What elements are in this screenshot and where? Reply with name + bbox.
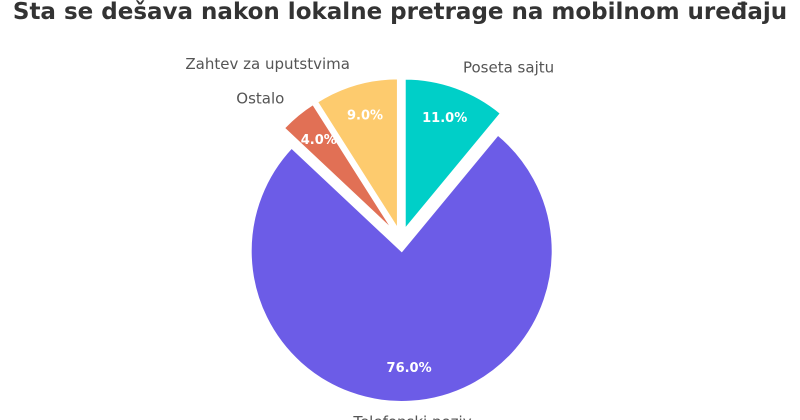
- slice-label-ostalo: Ostalo: [236, 89, 284, 107]
- chart-title: Sta se dešava nakon lokalne pretrage na …: [13, 0, 787, 25]
- pie-slice-telefonski-poziv: [249, 133, 554, 403]
- pie-labels: Poseta sajtu 11.0% Telefonski poziv 76.0% Os…: [185, 55, 554, 420]
- pie-slice-poseta-sajtu: [403, 77, 503, 233]
- pie-slice-zahtev-za-uputstvima: [315, 77, 399, 233]
- slice-percent-zahtev-za-uputstvima: 9.0%: [347, 109, 383, 124]
- pie-slices: [249, 77, 554, 403]
- slice-label-telefonski-poziv: Telefonski poziv: [352, 413, 471, 420]
- slice-label-poseta-sajtu: Poseta sajtu: [463, 58, 554, 76]
- slice-percent-telefonski-poziv: 76.0%: [387, 361, 432, 376]
- slice-percent-ostalo: 4.0%: [301, 133, 337, 148]
- pie-slice-ostalo: [282, 102, 395, 233]
- slice-percent-poseta-sajtu: 11.0%: [422, 111, 467, 126]
- slice-label-zahtev-za-uputstvima: Zahtev za uputstvima: [185, 55, 350, 73]
